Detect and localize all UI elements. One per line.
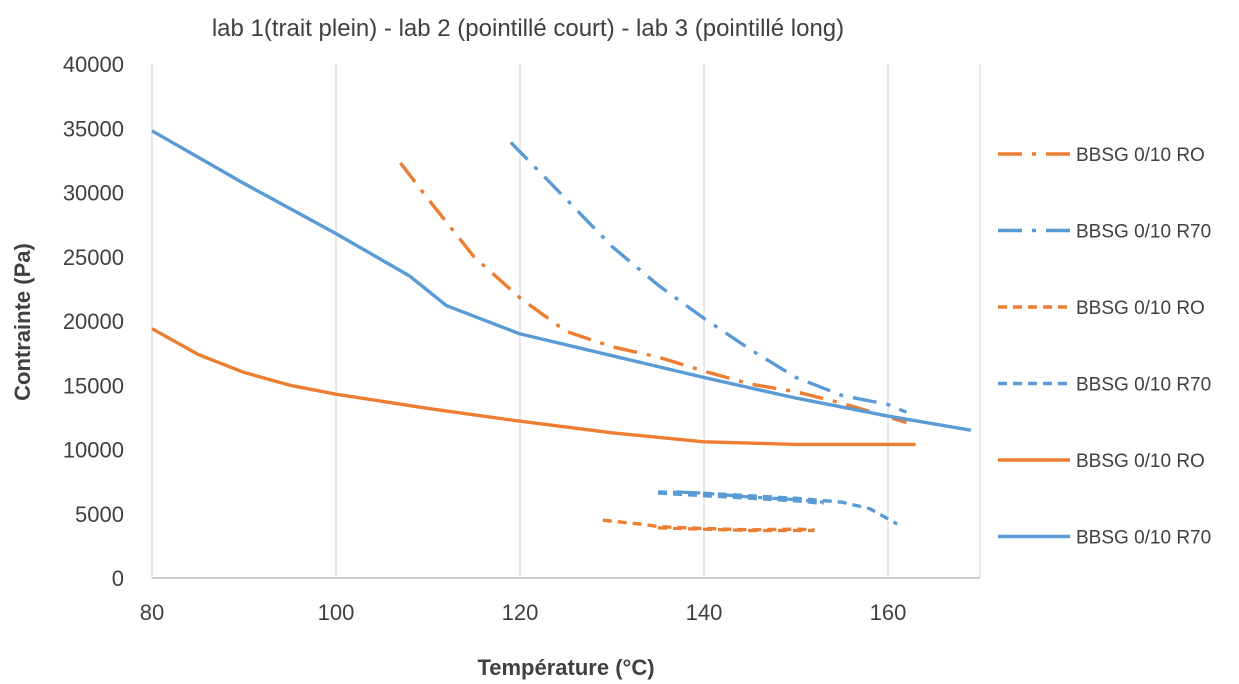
x-tick-label: 120: [502, 600, 539, 625]
y-tick-label: 20000: [63, 309, 124, 334]
x-tick-label: 80: [140, 600, 164, 625]
series-line: [399, 161, 907, 425]
y-tick-label: 10000: [63, 438, 124, 463]
legend-label: BBSG 0/10 RO: [1076, 298, 1205, 319]
overlay-line: [657, 491, 824, 506]
y-tick-label: 15000: [63, 373, 124, 398]
overlay-line: [657, 526, 815, 533]
series-line: [657, 490, 899, 526]
series-line: [509, 141, 908, 414]
x-tick-labels: 80 100 120 140 160: [140, 600, 907, 625]
y-tick-label: 40000: [63, 52, 124, 77]
series-lines: [151, 129, 972, 532]
x-axis-label: Température (°C): [477, 655, 654, 680]
y-tick-label: 0: [112, 566, 124, 591]
y-tick-label: 5000: [75, 502, 124, 527]
x-tick-label: 100: [318, 600, 355, 625]
legend: BBSG 0/10 RO BBSG 0/10 R70 BBSG 0/10 RO BBS…: [998, 145, 1211, 549]
y-axis-label: Contrainte (Pa): [10, 243, 35, 401]
x-tick-label: 160: [870, 600, 907, 625]
legend-label: BBSG 0/10 R70: [1076, 528, 1211, 549]
x-tick-label: 140: [686, 600, 723, 625]
series-line: [602, 518, 815, 532]
y-tick-label: 25000: [63, 245, 124, 270]
legend-label: BBSG 0/10 RO: [1076, 145, 1205, 166]
gridlines: [151, 64, 981, 578]
series-line: [151, 327, 916, 447]
legend-label: BBSG 0/10 R70: [1076, 375, 1211, 396]
legend-label: BBSG 0/10 RO: [1076, 451, 1205, 472]
legend-label: BBSG 0/10 R70: [1076, 222, 1211, 243]
series-line: [151, 129, 972, 432]
y-tick-label: 35000: [63, 116, 124, 141]
y-tick-labels: 0 5000 10000 15000 20000 25000 30000 35000 40000: [63, 52, 124, 591]
chart-title: lab 1(trait plein) - lab 2 (pointillé co…: [212, 15, 844, 42]
y-tick-label: 30000: [63, 181, 124, 206]
